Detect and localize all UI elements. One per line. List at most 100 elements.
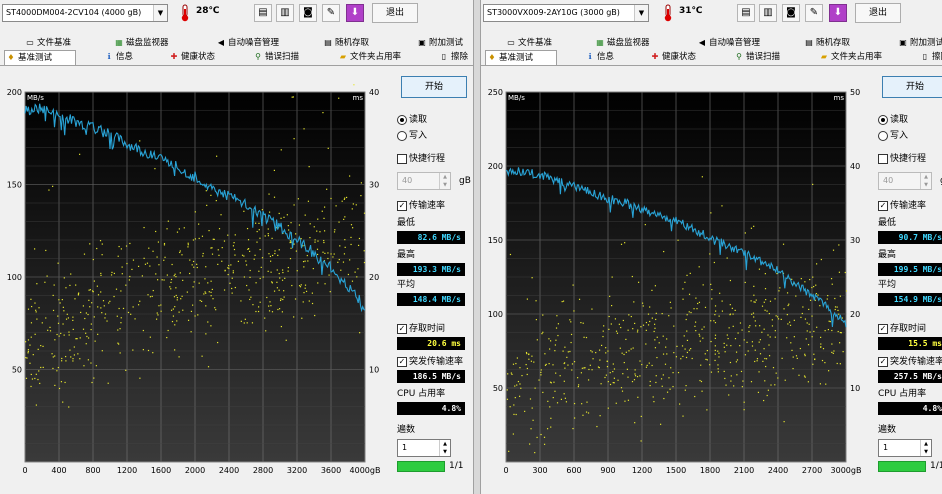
access-time-point — [57, 315, 59, 317]
camera-icon[interactable]: ◙ — [299, 4, 317, 22]
access-time-point — [95, 365, 97, 367]
access-time-point — [72, 316, 74, 318]
access-time-point — [322, 112, 324, 114]
tab-extra-tests[interactable]: ▣ 附加测试 — [418, 38, 464, 48]
access-time-point — [297, 198, 299, 200]
access-time-point — [170, 281, 172, 284]
drive-select[interactable]: ST4000DM004-2CV104 (4000 gB) ▼ — [2, 4, 168, 22]
download-icon[interactable]: ⬇ — [829, 4, 847, 22]
tab-erase[interactable]: ▯擦除 — [919, 50, 942, 65]
access-time-point — [295, 233, 297, 235]
access-time-point — [777, 316, 779, 318]
tab-random-access[interactable]: ▤ 随机存取 — [805, 38, 851, 48]
access-time-point — [595, 352, 597, 354]
access-time-point — [156, 312, 158, 314]
start-button[interactable]: 开始 — [882, 76, 942, 98]
tab-folder-usage[interactable]: ▰ 文件夹占用率 — [339, 52, 402, 62]
access-time-point — [669, 388, 671, 390]
access-time-point — [111, 271, 113, 274]
temperature-value: 28℃ — [196, 6, 220, 16]
tab-info[interactable]: ℹ 信息 — [103, 50, 133, 65]
quick-stroke-checkbox[interactable]: 快捷行程 — [878, 153, 926, 165]
access-time-checkbox[interactable]: ✓ 存取时间 — [397, 324, 446, 334]
write-radio[interactable]: 写入 — [878, 130, 908, 142]
start-button[interactable]: 开始 — [401, 76, 467, 98]
exit-button[interactable]: 退出 — [855, 3, 901, 23]
access-time-point — [101, 243, 103, 245]
access-time-point — [673, 325, 675, 327]
tab-benchmark[interactable]: ♦ 基准测试 — [4, 50, 76, 66]
access-time-point — [176, 296, 178, 299]
access-time-point — [284, 277, 286, 279]
min-label: 最低 — [397, 218, 416, 228]
copy-screenshot-icon[interactable]: ▥ — [759, 4, 777, 22]
access-time-point — [231, 292, 233, 294]
access-time-point — [30, 373, 32, 376]
tab-disk-monitor[interactable]: ▦ 磁盘监视器 — [596, 38, 650, 48]
tab-error-scan[interactable]: ⚲ 错误扫描 — [252, 50, 299, 65]
tab-erase[interactable]: ▯擦除 — [438, 50, 468, 65]
access-time-point — [277, 308, 279, 311]
access-time-point — [533, 361, 535, 363]
access-time-checkbox[interactable]: ✓ 存取时间 — [878, 324, 927, 334]
tab-health[interactable]: ✚ 健康状态 — [651, 52, 697, 62]
copy-info-icon[interactable]: ▤ — [737, 4, 755, 22]
quick-stroke-checkbox[interactable]: 快捷行程 — [397, 153, 445, 165]
access-time-point — [564, 397, 566, 399]
access-time-point — [564, 346, 566, 348]
read-radio[interactable]: 读取 — [878, 114, 908, 126]
access-time-point — [761, 331, 763, 333]
copy-screenshot-icon[interactable]: ▥ — [276, 4, 294, 22]
exit-button[interactable]: 退出 — [372, 3, 418, 23]
tab-disk-monitor[interactable]: ▦ 磁盘监视器 — [115, 38, 169, 48]
tab-folder-usage[interactable]: ▰ 文件夹占用率 — [820, 52, 883, 62]
read-radio[interactable]: 读取 — [397, 114, 427, 126]
access-time-point — [333, 231, 336, 233]
transfer-rate-checkbox[interactable]: ✓ 传输速率 — [397, 201, 446, 211]
access-time-point — [765, 365, 767, 368]
access-time-point — [347, 273, 350, 276]
tab-random-access[interactable]: ▤ 随机存取 — [324, 38, 370, 48]
passes-input[interactable]: 1 ▲ ▼ — [397, 439, 451, 457]
tab-aam[interactable]: ◀ 自动噪音管理 — [217, 38, 280, 48]
access-time-point — [170, 278, 173, 281]
tab-file-benchmark[interactable]: ▭ 文件基准 — [26, 38, 72, 48]
random-icon: ▤ — [805, 38, 813, 47]
options-icon[interactable]: ✎ — [322, 4, 340, 22]
access-time-point — [529, 443, 531, 445]
burst-rate-checkbox[interactable]: ✓ 突发传输速率 — [397, 357, 464, 367]
access-time-point — [41, 322, 43, 324]
tab-error-scan[interactable]: ⚲ 错误扫描 — [733, 50, 780, 65]
access-time-point — [207, 321, 209, 323]
access-time-point — [611, 304, 613, 307]
tab-file-benchmark[interactable]: ▭ 文件基准 — [507, 38, 553, 48]
tab-aam[interactable]: ◀ 自动噪音管理 — [698, 38, 761, 48]
tab-benchmark[interactable]: ♦ 基准测试 — [485, 50, 557, 66]
camera-icon[interactable]: ◙ — [782, 4, 800, 22]
quick-stroke-input[interactable]: 40 ▲ ▼ — [397, 172, 451, 190]
access-time-point — [570, 321, 572, 323]
drive-select[interactable]: ST3000VX009-2AY10G (3000 gB) ▼ — [483, 4, 649, 22]
access-time-point — [77, 294, 80, 296]
burst-rate-checkbox[interactable]: ✓ 突发传输速率 — [878, 357, 942, 367]
transfer-rate-checkbox[interactable]: ✓ 传输速率 — [878, 201, 927, 211]
x-tick-label: 1600 — [151, 466, 171, 475]
quick-stroke-input[interactable]: 40 ▲ ▼ — [878, 172, 932, 190]
access-time-point — [80, 311, 82, 314]
access-time-point — [101, 254, 103, 256]
write-radio[interactable]: 写入 — [397, 130, 427, 142]
tab-extra-tests[interactable]: ▣ 附加测试 — [899, 38, 942, 48]
access-time-point — [839, 342, 841, 344]
access-time-point — [596, 425, 598, 428]
access-time-point — [303, 292, 305, 294]
access-time-point — [554, 390, 556, 392]
tab-health[interactable]: ✚ 健康状态 — [170, 52, 216, 62]
tab-info[interactable]: ℹ 信息 — [584, 50, 614, 65]
copy-info-icon[interactable]: ▤ — [254, 4, 272, 22]
options-icon[interactable]: ✎ — [805, 4, 823, 22]
access-time-point — [62, 401, 64, 403]
access-time-point — [92, 291, 94, 293]
access-time-point — [319, 231, 321, 233]
download-icon[interactable]: ⬇ — [346, 4, 364, 22]
passes-input[interactable]: 1 ▲ ▼ — [878, 439, 932, 457]
